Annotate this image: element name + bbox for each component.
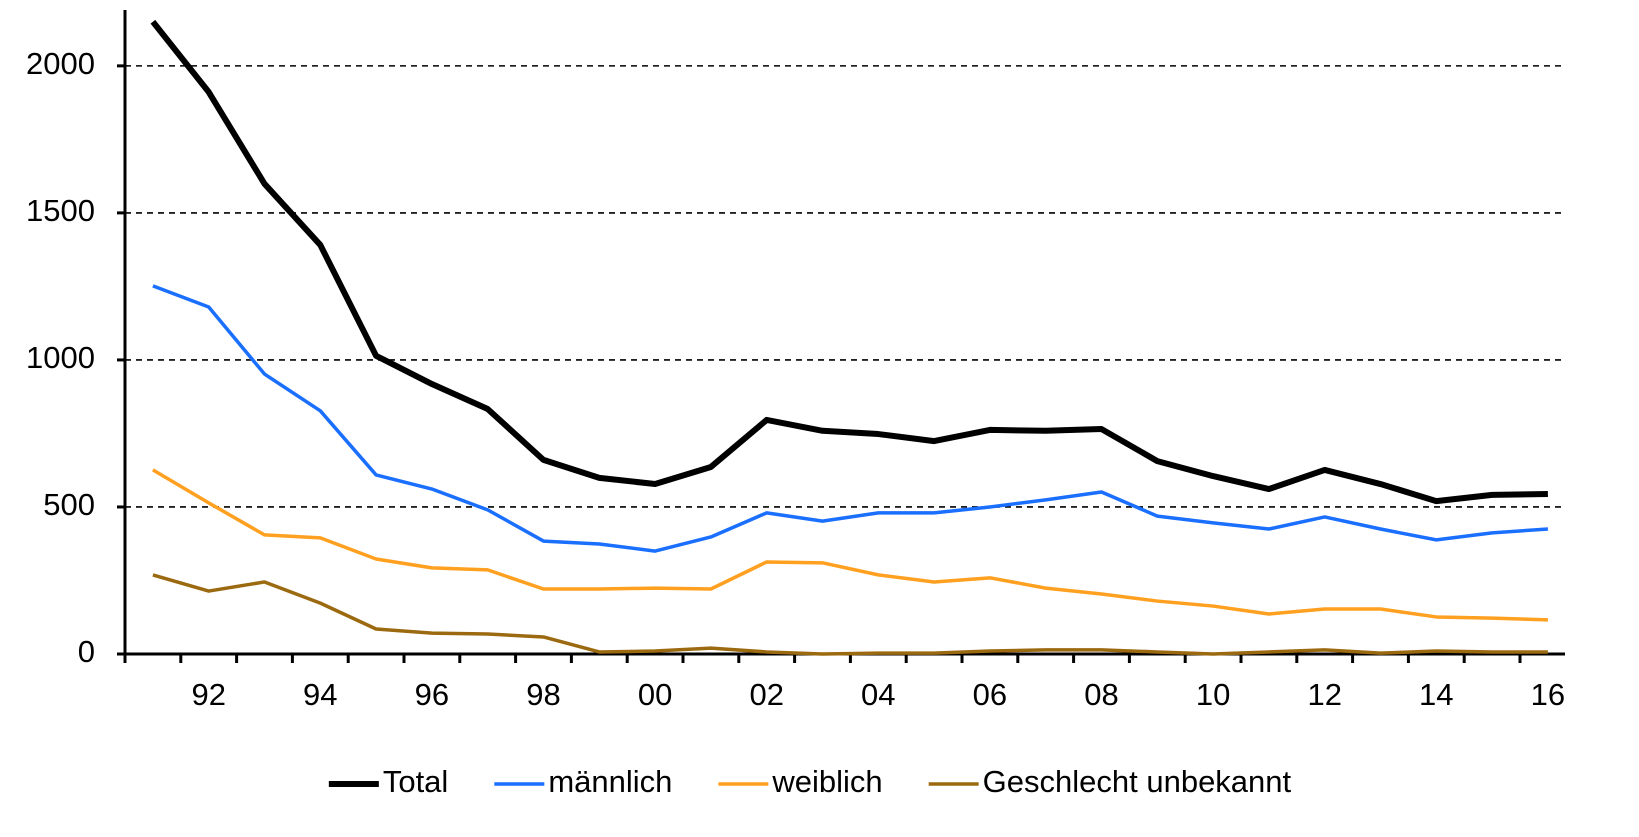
y-tick-label: 500 (43, 487, 95, 522)
x-tick-label: 96 (415, 677, 449, 712)
x-tick-label: 98 (526, 677, 560, 712)
series-line (152, 573, 1548, 656)
x-tick-label: 94 (303, 677, 337, 712)
y-tick-label: 1500 (26, 193, 95, 228)
legend-label: Total (383, 764, 448, 799)
y-tick-label: 0 (78, 634, 95, 669)
series-line (152, 468, 1548, 622)
x-tick-label: 04 (861, 677, 895, 712)
x-tick-label: 10 (1196, 677, 1230, 712)
legend-label: Geschlecht unbekannt (983, 764, 1292, 799)
x-tick-label: 16 (1531, 677, 1565, 712)
x-tick-label: 08 (1084, 677, 1118, 712)
legend-label: weiblich (771, 764, 882, 799)
x-tick-label: 14 (1419, 677, 1453, 712)
x-tick-label: 02 (749, 677, 783, 712)
x-tick-label: 92 (191, 677, 225, 712)
x-tick-label: 00 (638, 677, 672, 712)
y-tick-label: 2000 (26, 46, 95, 81)
series-line (152, 284, 1549, 553)
x-tick-label: 06 (973, 677, 1007, 712)
x-tick-label: 12 (1307, 677, 1341, 712)
series-line (150, 19, 1548, 505)
y-tick-label: 1000 (26, 340, 95, 375)
legend-label: männlich (548, 764, 672, 799)
